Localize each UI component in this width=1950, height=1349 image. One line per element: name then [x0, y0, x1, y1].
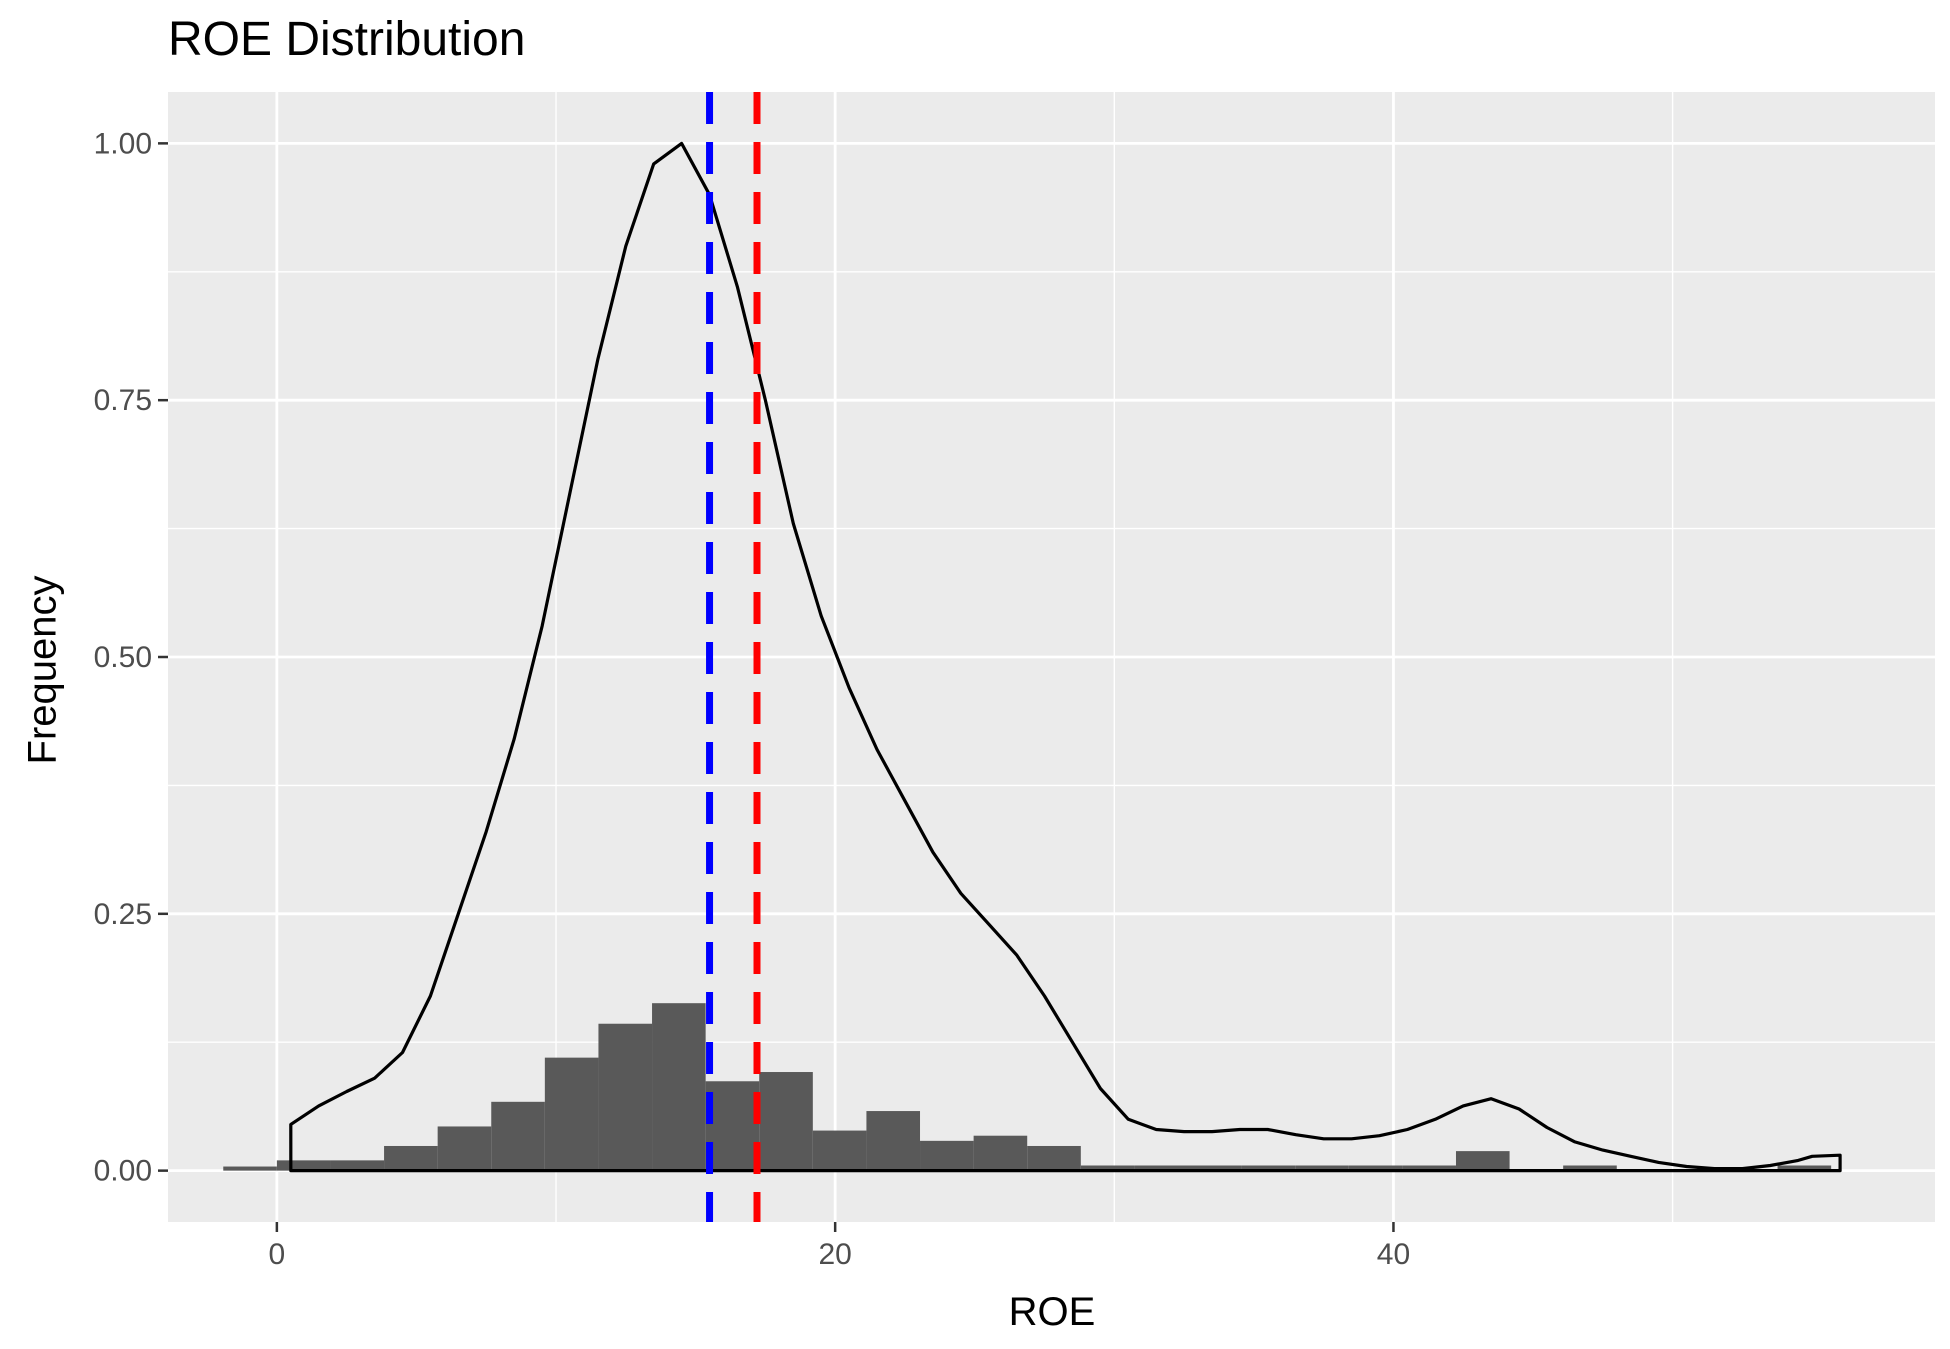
y-tick-label: 0.00 — [94, 1155, 152, 1188]
histogram-bar — [1777, 1165, 1832, 1171]
histogram-bar — [276, 1160, 331, 1171]
histogram-bar — [705, 1081, 760, 1171]
y-tick-label: 0.25 — [94, 898, 152, 931]
y-tick-label: 0.50 — [94, 641, 152, 674]
histogram-bar — [1295, 1165, 1349, 1171]
x-axis-label: ROE — [1008, 1290, 1096, 1334]
x-tick-label: 20 — [818, 1238, 851, 1271]
histogram-bar — [491, 1101, 545, 1171]
histogram-bar — [812, 1130, 867, 1171]
x-tick-label: 0 — [269, 1238, 286, 1271]
histogram-bar — [1080, 1165, 1135, 1171]
histogram-bar — [920, 1140, 974, 1171]
histogram-bar — [1563, 1165, 1617, 1171]
histogram-bar — [973, 1135, 1028, 1171]
chart-title: ROE Distribution — [168, 13, 526, 66]
histogram-bar — [223, 1166, 277, 1171]
histogram-bar — [759, 1072, 813, 1171]
histogram-bar — [330, 1160, 385, 1171]
x-tick-label: 40 — [1377, 1238, 1410, 1271]
histogram-bar — [384, 1145, 438, 1171]
density-curve — [289, 141, 1842, 1173]
histogram-bar — [866, 1111, 921, 1171]
histogram-bar — [1402, 1165, 1456, 1171]
histogram-bar — [1027, 1145, 1081, 1171]
histogram-bar — [1348, 1165, 1403, 1171]
y-tick-label: 0.75 — [94, 384, 152, 417]
histogram-bar — [1188, 1165, 1242, 1171]
histogram-bar — [437, 1126, 492, 1171]
histogram-bar — [1455, 1151, 1510, 1171]
histogram-bar — [544, 1057, 599, 1171]
histogram-bar — [1134, 1165, 1189, 1171]
histogram-bar — [1241, 1165, 1296, 1171]
histogram-bar — [598, 1023, 653, 1171]
histogram-bar — [652, 1003, 706, 1171]
y-tick-label: 1.00 — [94, 127, 152, 160]
